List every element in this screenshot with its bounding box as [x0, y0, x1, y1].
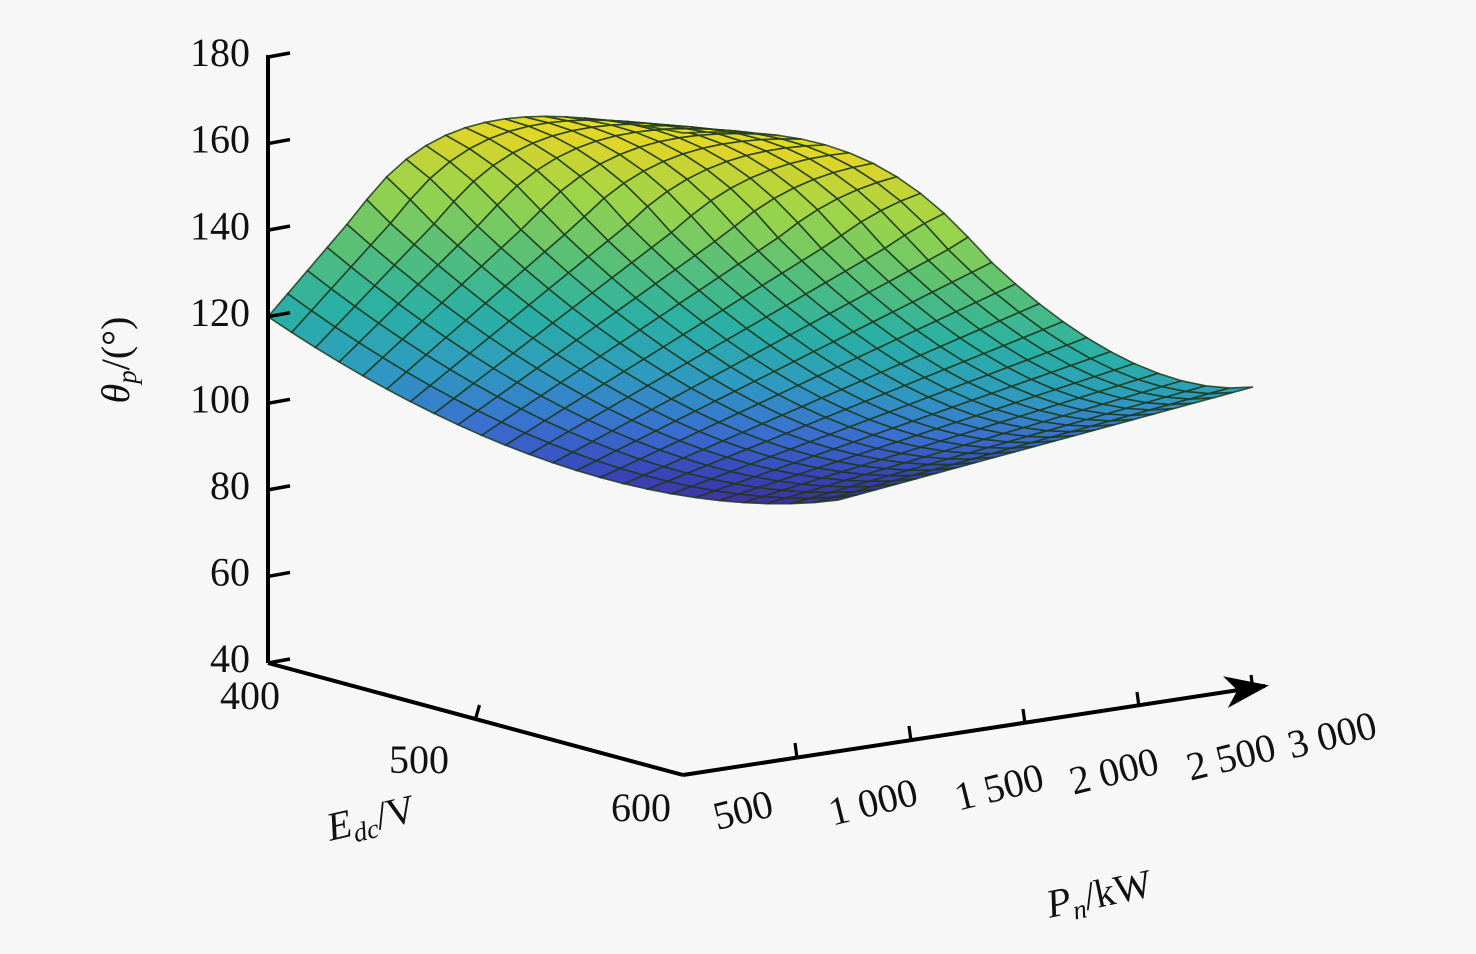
- svg-text:θp/(°): θp/(°): [93, 317, 142, 404]
- z-tick-mark: [267, 484, 291, 492]
- y-axis-line: [682, 676, 1269, 777]
- x-tick-label: 600: [611, 785, 671, 830]
- z-tick-mark: [267, 137, 291, 146]
- z-tick-label: 120: [190, 290, 250, 335]
- z-tick-label: 180: [190, 30, 250, 75]
- z-tick-label: 60: [210, 550, 250, 595]
- z-axis-title: θp/(°): [93, 317, 142, 404]
- z-tick-label: 160: [190, 117, 250, 162]
- svg-text:Edc/V: Edc/V: [321, 786, 421, 854]
- y-tick-mark: [1135, 691, 1141, 708]
- surface-patches: [266, 115, 1254, 505]
- z-tick-mark: [267, 51, 291, 59]
- x-tick-mark: [473, 704, 482, 720]
- x-tick-label: 400: [220, 673, 280, 718]
- z-tick-label: 140: [190, 203, 250, 248]
- surface-mesh: [266, 115, 1254, 505]
- z-tick-mark: [267, 224, 291, 232]
- y-tick-mark: [793, 742, 799, 759]
- z-tick-label: 80: [210, 463, 250, 508]
- y-tick-mark: [1249, 674, 1255, 691]
- z-tick-mark: [267, 397, 291, 406]
- surface-cell: [1209, 386, 1254, 395]
- z-tick-label: 40: [210, 636, 250, 681]
- z-tick-label: 100: [190, 376, 250, 421]
- x-tick-label: 500: [389, 737, 449, 782]
- axes-lines: [266, 51, 1269, 777]
- z-tick-mark: [267, 570, 291, 579]
- z-tick-mark: [267, 310, 291, 319]
- y-tick-mark: [1021, 708, 1027, 725]
- x-axis-title: Edc/V: [321, 786, 421, 854]
- y-tick-mark: [907, 725, 913, 742]
- z-tick-mark: [267, 657, 291, 665]
